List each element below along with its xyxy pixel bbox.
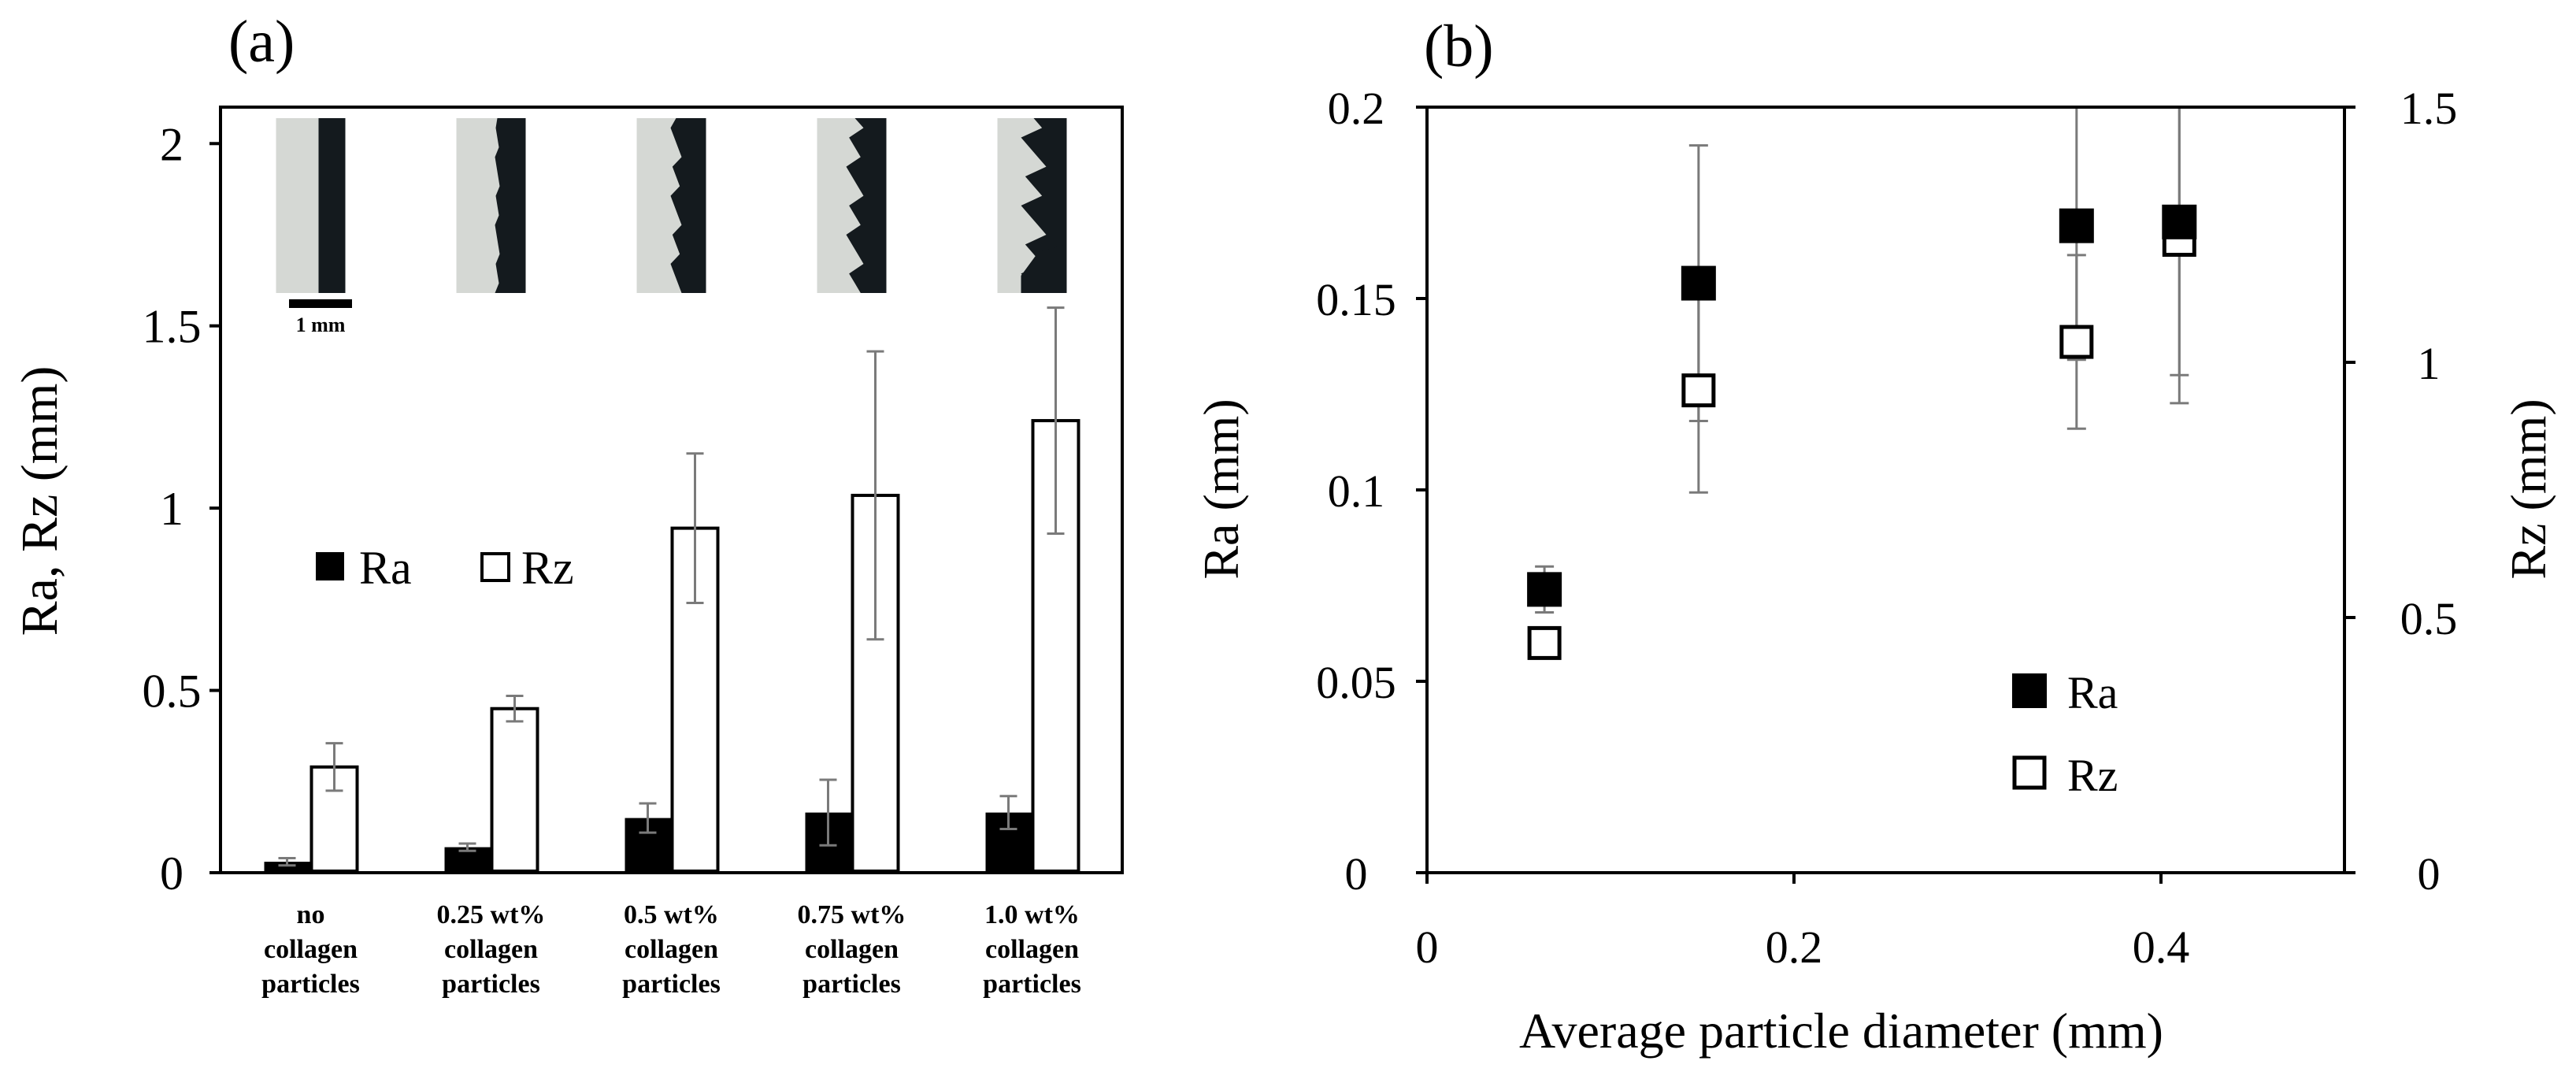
legend-rz-label: Rz bbox=[521, 542, 574, 594]
y-tick-label: 1.5 bbox=[143, 301, 202, 353]
error-bar-ra bbox=[278, 856, 296, 867]
panel-b-plot-frame bbox=[1425, 106, 2346, 874]
error-bar-ra bbox=[999, 795, 1017, 830]
panel-b-label: (b) bbox=[1424, 13, 1494, 80]
panel-b-x-axis-label: Average particle diameter (mm) bbox=[1519, 1003, 2163, 1059]
right-tick-label: 0.5 bbox=[2400, 593, 2458, 644]
bar-rz bbox=[670, 526, 720, 873]
category-label: particles bbox=[802, 970, 901, 999]
category-label: 0.75 wt% bbox=[798, 900, 906, 929]
panel-b-legend: Ra Rz bbox=[2012, 667, 2118, 801]
y-tick-label: 0.5 bbox=[143, 666, 202, 718]
panel-b-points bbox=[1527, 204, 2197, 660]
panel-b-right-ticks: 0 0.5 1 1.5 bbox=[2344, 83, 2457, 899]
x-tick-label: 0 bbox=[1416, 922, 1439, 973]
y-tick-label: 2 bbox=[160, 118, 183, 170]
category-label: no bbox=[297, 900, 325, 929]
bar-rz bbox=[309, 765, 359, 873]
error-bar-rz bbox=[506, 695, 524, 723]
panel-a-category-labels: no collagen particles 0.25 wt% collagen parti… bbox=[261, 900, 1081, 999]
left-tick-label: 0.05 bbox=[1316, 657, 1396, 708]
x-tick-label: 0.2 bbox=[1766, 922, 1823, 973]
panel-a-error-bars bbox=[278, 306, 1065, 867]
category-label: collagen bbox=[264, 935, 358, 964]
error-bar-rz bbox=[1047, 306, 1065, 536]
point-ra bbox=[2162, 204, 2197, 239]
panel-a-y-ticks: 0 0.5 1 1.5 2 bbox=[143, 118, 221, 899]
point-ra bbox=[1681, 265, 1716, 301]
photo-sample-edge bbox=[495, 118, 526, 293]
left-tick-label: 0 bbox=[1345, 848, 1368, 899]
error-bar-ra bbox=[458, 842, 476, 852]
legend-rz-text: Rz bbox=[2067, 750, 2118, 801]
left-tick-label: 0.1 bbox=[1328, 465, 1385, 517]
left-tick-label: 0.2 bbox=[1328, 83, 1385, 134]
right-tick-label: 0 bbox=[2418, 848, 2441, 899]
photo-sample-edge bbox=[670, 118, 706, 293]
photo-chunk bbox=[1021, 244, 1067, 293]
category-label: particles bbox=[261, 970, 360, 999]
category-label: collagen bbox=[805, 935, 899, 964]
category-label: 1.0 wt% bbox=[984, 900, 1080, 929]
panel-a-y-axis-label: Ra, Rz (mm) bbox=[11, 366, 69, 636]
legend-rz-marker bbox=[2012, 755, 2047, 790]
error-bar-rz bbox=[686, 452, 704, 604]
error-bar-rz bbox=[866, 350, 884, 641]
panel-a-bar-chart: (a) Ra, Rz (mm) 1 mm 0 0.5 1 1.5 2 no collage… bbox=[11, 9, 1124, 999]
scale-bar-label: 1 mm bbox=[296, 313, 346, 336]
panel-b-scatter-chart: (b) Ra (mm) Rz (mm) Average particle dia… bbox=[1193, 13, 2556, 1059]
category-label: particles bbox=[983, 970, 1081, 999]
sample-photo bbox=[456, 118, 526, 293]
legend-ra-text: Ra bbox=[2067, 667, 2118, 718]
category-label: 0.5 wt% bbox=[624, 900, 719, 929]
category-label: particles bbox=[622, 970, 721, 999]
category-label: 0.25 wt% bbox=[437, 900, 546, 929]
left-tick-label: 0.15 bbox=[1316, 274, 1396, 325]
scale-bar: 1 mm bbox=[289, 299, 352, 336]
sample-photo bbox=[636, 118, 706, 293]
legend-rz-swatch bbox=[480, 552, 510, 582]
legend-ra-label: Ra bbox=[359, 542, 412, 594]
point-rz bbox=[1527, 625, 1562, 660]
photo-sample-edge bbox=[318, 118, 346, 293]
legend-ra-marker bbox=[2012, 673, 2047, 708]
error-bar-ra bbox=[819, 778, 837, 847]
panel-b-left-ticks: 0 0.05 0.1 0.15 0.2 bbox=[1316, 83, 1427, 899]
right-tick-label: 1 bbox=[2418, 338, 2441, 389]
legend-ra-swatch bbox=[316, 552, 344, 580]
sample-photo-strip bbox=[276, 118, 1067, 293]
panel-a-label: (a) bbox=[228, 9, 295, 75]
panel-b-left-axis-label: Ra (mm) bbox=[1193, 399, 1249, 579]
panel-a-plot-frame bbox=[219, 106, 1124, 874]
panel-b-x-ticks: 0 0.2 0.4 bbox=[1416, 873, 2190, 973]
sample-photo bbox=[276, 118, 346, 293]
category-label: collagen bbox=[985, 935, 1079, 964]
category-label: collagen bbox=[444, 935, 538, 964]
photo-sample-edge bbox=[846, 118, 887, 293]
point-ra bbox=[1527, 572, 1562, 607]
y-tick-label: 1 bbox=[160, 483, 183, 535]
error-bar-rz bbox=[325, 742, 343, 792]
bar-rz bbox=[490, 707, 539, 873]
sample-photo bbox=[997, 118, 1067, 293]
panel-a-bars bbox=[264, 419, 1080, 873]
bar-ra bbox=[264, 862, 310, 873]
point-rz bbox=[1681, 373, 1716, 408]
panel-b-error-bars bbox=[1535, 106, 2189, 655]
point-rz bbox=[2059, 325, 2094, 359]
sample-photo bbox=[817, 118, 887, 293]
panel-a-legend: Ra Rz bbox=[316, 542, 574, 594]
error-bar-ra bbox=[639, 802, 657, 834]
y-tick-label: 0 bbox=[160, 847, 183, 899]
point-ra bbox=[2059, 208, 2094, 243]
category-label: collagen bbox=[625, 935, 718, 964]
panel-b-right-axis-label: Rz (mm) bbox=[2500, 399, 2556, 579]
right-tick-label: 1.5 bbox=[2400, 83, 2458, 134]
category-label: particles bbox=[442, 970, 540, 999]
x-tick-label: 0.4 bbox=[2133, 922, 2190, 973]
